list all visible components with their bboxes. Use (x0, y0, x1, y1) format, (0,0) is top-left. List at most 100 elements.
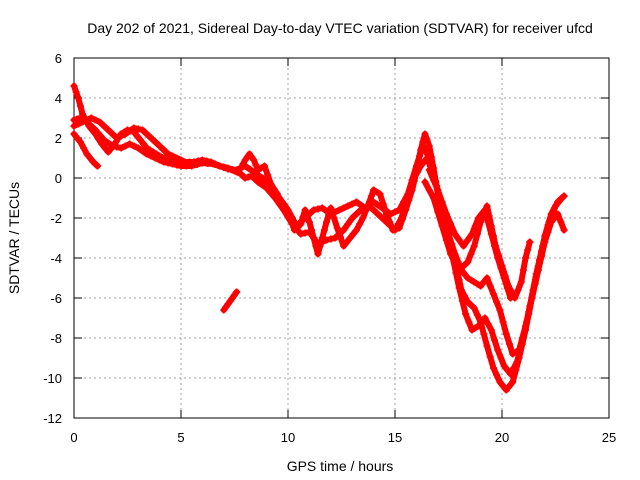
plus-marker (447, 250, 455, 258)
plus-marker (391, 208, 399, 216)
plus-marker (534, 266, 542, 274)
plus-marker (72, 88, 80, 96)
plus-marker (352, 210, 360, 218)
plus-marker (156, 142, 164, 150)
plus-marker (515, 346, 523, 354)
plus-marker (280, 200, 288, 208)
plus-marker (348, 214, 356, 222)
plus-marker (481, 206, 489, 214)
plus-marker (314, 205, 322, 213)
plus-marker (344, 202, 352, 210)
plus-marker (346, 234, 354, 242)
plus-marker (462, 310, 470, 318)
plus-marker (550, 214, 558, 222)
plus-marker (173, 154, 181, 162)
plus-marker (79, 118, 87, 126)
plus-marker (91, 116, 99, 124)
plus-marker (526, 238, 534, 246)
plus-marker (538, 252, 546, 260)
plus-marker (497, 264, 505, 272)
plus-marker (484, 218, 492, 226)
plus-marker (425, 166, 433, 174)
plus-marker (547, 218, 555, 226)
plus-marker (489, 290, 497, 298)
y-tick-label: -12 (43, 411, 62, 426)
plus-marker (356, 220, 364, 228)
plus-marker (323, 218, 331, 226)
plus-marker (216, 162, 224, 170)
plus-marker (237, 164, 245, 172)
plus-marker (70, 116, 78, 124)
plus-marker (160, 146, 168, 154)
plus-marker (134, 125, 142, 133)
plus-marker (327, 235, 335, 243)
plus-marker (314, 240, 322, 248)
plus-marker (365, 201, 373, 209)
plus-marker (502, 330, 510, 338)
plus-marker (117, 144, 125, 152)
plus-marker (310, 234, 318, 242)
plus-marker (374, 210, 382, 218)
y-tick-label: -10 (43, 371, 62, 386)
plus-marker (493, 298, 501, 306)
y-tick-label: -4 (50, 251, 62, 266)
plus-marker (481, 314, 489, 322)
plus-marker (323, 207, 331, 215)
plus-marker (130, 124, 138, 132)
plus-marker (331, 234, 339, 242)
plus-marker (400, 198, 408, 206)
plus-marker (100, 122, 108, 130)
plus-marker (297, 230, 305, 238)
plus-marker (480, 330, 488, 338)
plus-marker (258, 181, 266, 189)
plus-marker (156, 156, 164, 164)
plus-marker (493, 371, 501, 379)
plus-marker (387, 222, 395, 230)
plus-marker (509, 378, 517, 386)
plus-marker (109, 130, 117, 138)
plus-marker (517, 278, 525, 286)
series-markers (220, 288, 241, 314)
plus-marker (378, 214, 386, 222)
plus-marker (503, 366, 511, 374)
plus-marker (76, 138, 84, 146)
plus-marker (211, 160, 219, 168)
plus-marker (198, 156, 206, 164)
plus-marker (340, 226, 348, 234)
plus-marker (458, 297, 466, 305)
plus-marker (423, 136, 431, 144)
plus-marker (117, 132, 125, 140)
series-track-a (70, 130, 102, 170)
plus-marker (340, 204, 348, 212)
plus-marker (70, 130, 78, 138)
plus-marker (499, 318, 507, 326)
plus-marker (507, 294, 515, 302)
plus-marker (327, 204, 335, 212)
x-tick-label: 10 (281, 430, 295, 445)
plus-marker (80, 144, 88, 152)
plus-marker (416, 152, 424, 160)
plus-marker (519, 266, 527, 274)
plus-marker (133, 132, 141, 140)
plus-marker (425, 154, 433, 162)
plus-marker (74, 94, 82, 102)
plus-marker (254, 171, 262, 179)
plus-marker (160, 158, 168, 166)
plus-marker (489, 364, 497, 372)
plus-marker (310, 206, 318, 214)
plus-marker (552, 202, 559, 210)
plus-marker (305, 218, 313, 226)
plus-marker (177, 156, 185, 164)
plus-marker (430, 176, 438, 184)
plus-marker (352, 226, 360, 234)
plus-marker (86, 154, 94, 162)
y-tick-label: -6 (50, 291, 62, 306)
y-axis-title: SDTVAR / TECUs (6, 182, 22, 294)
y-tick-labels: -12 -10 -8 -6 -4 -2 0 2 4 6 (43, 51, 62, 426)
plus-marker (412, 162, 420, 170)
plus-marker (254, 178, 262, 186)
plus-marker (121, 130, 129, 138)
plus-marker (447, 220, 455, 228)
plot-frame (73, 57, 610, 419)
plus-marker (138, 126, 146, 134)
